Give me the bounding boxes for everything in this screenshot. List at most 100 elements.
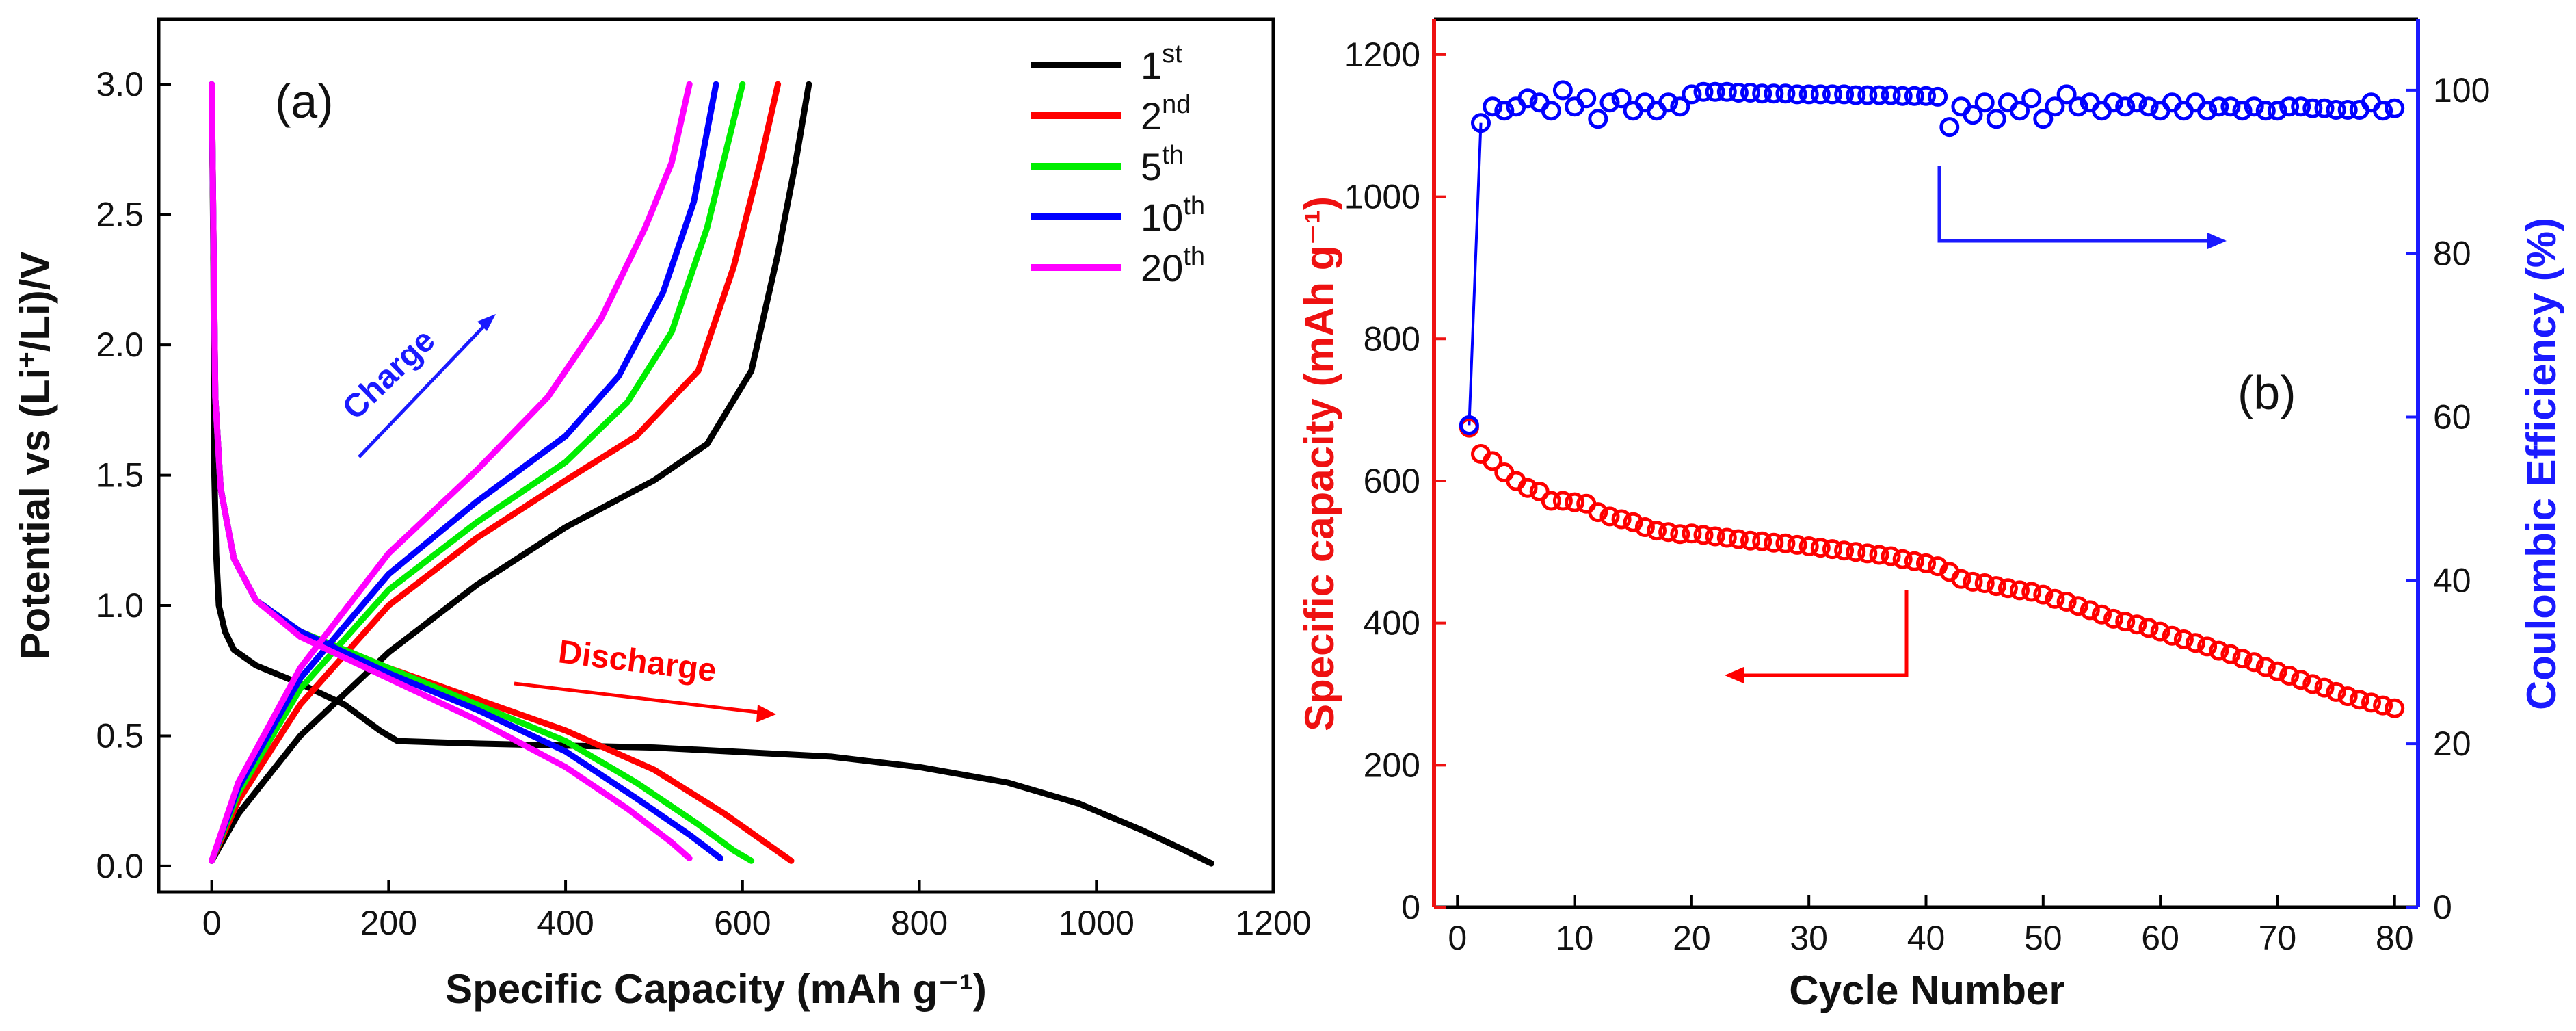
- legend-num: 1: [1141, 44, 1162, 87]
- y-right-tick-label: 20: [2433, 725, 2471, 763]
- y-tick-label: 3.0: [96, 65, 144, 103]
- capacity-point: [1693, 525, 1714, 545]
- capacity-point: [2349, 690, 2369, 710]
- y-left-tick-label: 1000: [1344, 178, 1420, 216]
- x-tick-label: 1200: [1235, 904, 1311, 942]
- ce-point: [2068, 96, 2088, 117]
- ce-point: [2127, 92, 2147, 113]
- capacity-point: [1822, 539, 1842, 560]
- ce-point: [1986, 109, 2006, 129]
- y-title-main: Potential vs (Li: [12, 368, 58, 660]
- capacity-point: [1552, 491, 1573, 511]
- capacity-point: [1752, 531, 1772, 551]
- ce-point: [1775, 83, 1796, 104]
- ce-point: [2021, 88, 2042, 109]
- x-tick-label: 50: [2024, 919, 2062, 957]
- legend-sup: th: [1183, 242, 1205, 271]
- capacity-point: [2103, 608, 2124, 629]
- ce-point: [1997, 92, 2018, 113]
- ce-point: [1576, 88, 1597, 109]
- ce-point: [1670, 96, 1690, 117]
- panel-a-y-title: Potential vs (Li+/Li)/V: [12, 252, 58, 660]
- x-tick-label: 80: [2376, 919, 2414, 957]
- capacity-point: [2186, 633, 2205, 653]
- ce-axis-arrow: [1937, 166, 2227, 249]
- capacity-point: [2326, 681, 2346, 702]
- legend-label-5th: 5th: [1141, 141, 1184, 188]
- discharge-arrow: [514, 681, 770, 716]
- legend-num: 20: [1141, 246, 1183, 289]
- capacity-point: [1611, 509, 1632, 530]
- capacity-point: [1810, 538, 1831, 558]
- ce-point: [1565, 96, 1585, 117]
- panel-b-y-left-title: Specific capacity (mAh g⁻¹): [1297, 196, 1342, 731]
- x-tick-label: 20: [1673, 919, 1711, 957]
- capacity-point: [1541, 491, 1561, 511]
- y-right-tick-label: 100: [2433, 71, 2490, 109]
- ce-point: [2092, 101, 2112, 121]
- y-left-tick-label: 1200: [1344, 36, 1420, 74]
- ce-point: [2255, 101, 2276, 121]
- ce-point: [2115, 96, 2136, 117]
- x-tick-label: 800: [891, 904, 948, 942]
- capacity-point: [1599, 506, 1620, 527]
- legend-label-2nd: 2nd: [1141, 90, 1191, 138]
- capacity-point: [1787, 534, 1807, 555]
- capacity-point: [2385, 698, 2405, 718]
- capacity-point: [1705, 526, 1725, 547]
- capacity-point: [1658, 522, 1679, 543]
- legend-sup: th: [1183, 192, 1205, 220]
- capacity-point: [2127, 614, 2147, 635]
- ce-point: [2302, 98, 2323, 118]
- ce-point: [1658, 92, 1679, 113]
- capacity-point: [2302, 674, 2323, 694]
- capacity-point: [1892, 549, 1913, 569]
- panel-a-curves: [209, 81, 1214, 867]
- ce-point: [2010, 101, 2030, 121]
- capacity-point: [2010, 580, 2030, 601]
- capacity-point: [2150, 621, 2170, 642]
- curve-20th-charge: [209, 81, 693, 864]
- legend-sup: st: [1162, 40, 1182, 68]
- ce-point: [1728, 83, 1749, 103]
- ce-point: [2337, 100, 2358, 120]
- x-tick-label: 1000: [1059, 904, 1134, 942]
- ce-point: [1951, 96, 1971, 117]
- ce-point: [2162, 92, 2182, 113]
- y-tick-label: 2.0: [96, 326, 144, 364]
- curve-1st-discharge: [209, 81, 1214, 867]
- capacity-point: [1517, 478, 1538, 498]
- y-tick-label: 1.0: [96, 586, 144, 625]
- ce-point: [1974, 92, 1995, 113]
- capacity-point: [2056, 592, 2077, 612]
- curve-10th-charge: [209, 81, 719, 864]
- ce-point: [1740, 83, 1760, 103]
- legend-sup: nd: [1162, 90, 1191, 119]
- capacity-point: [2138, 618, 2159, 638]
- capacity-point: [1716, 527, 1737, 548]
- ce-point: [1764, 83, 1784, 104]
- capacity-point: [2162, 625, 2182, 646]
- ce-point: [1834, 84, 1855, 105]
- legend-num: 5: [1141, 145, 1162, 188]
- capacity-point: [2255, 657, 2276, 677]
- y-tick-label: 1.5: [96, 456, 144, 495]
- ce-point: [1459, 415, 1479, 435]
- ce-point: [1483, 96, 1503, 117]
- ce-point: [1822, 84, 1842, 105]
- discharge-label: Discharge: [557, 634, 719, 689]
- capacity-point: [2267, 661, 2287, 681]
- panel-b-chart: 0 10 20 30 40 50 60 70 8002004006008001000120002…: [1297, 17, 2564, 1013]
- ce-point: [2267, 101, 2287, 121]
- ce-point: [1634, 92, 1655, 113]
- capacity-point: [1881, 546, 1901, 566]
- capacity-point: [1916, 553, 1936, 573]
- panel-a-label: (a): [275, 75, 334, 128]
- y-left-tick-label: 200: [1364, 746, 1420, 784]
- ce-point: [1857, 85, 1878, 105]
- capacity-point: [1951, 569, 1971, 589]
- charge-label: Charge: [336, 322, 442, 427]
- legend-num: 2: [1141, 94, 1162, 138]
- ce-point: [1752, 83, 1772, 104]
